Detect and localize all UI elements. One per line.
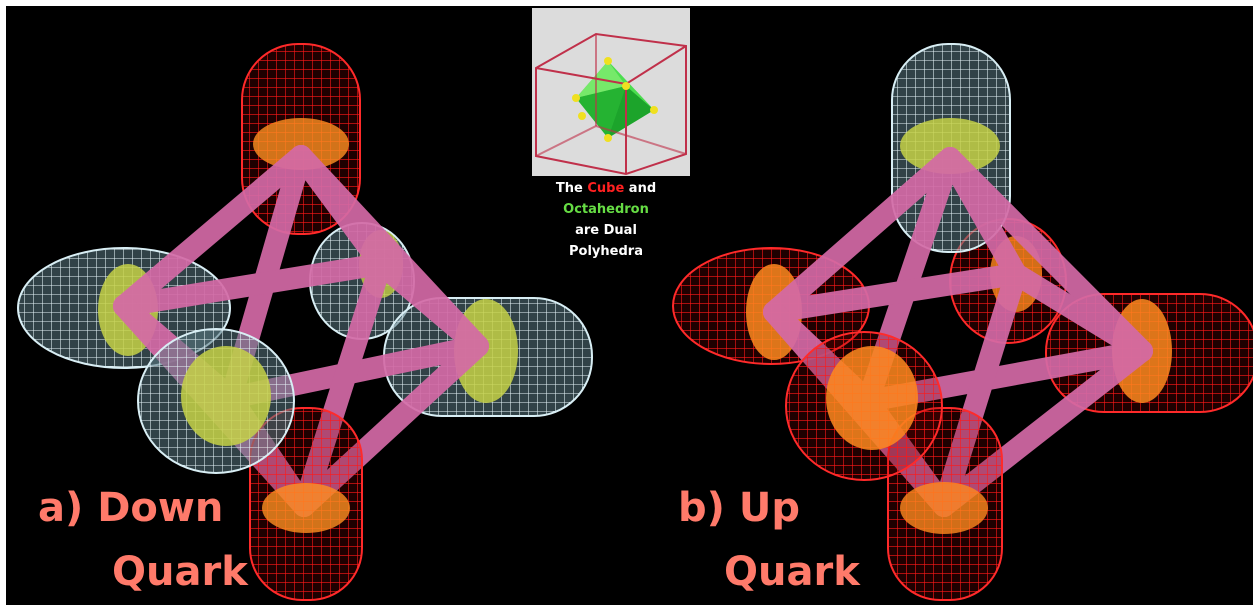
- caption-line-are-dual: are Dual: [575, 223, 637, 238]
- down-quark-model: [17, 43, 593, 601]
- red-lobe-bottom: [249, 407, 363, 601]
- caption-word-cube: Cube: [587, 181, 625, 196]
- up-quark-caption-line2: Quark: [724, 549, 860, 595]
- cube-shape: [535, 32, 687, 176]
- quark-diagram: [17, 8, 1253, 601]
- caption-line-polyhedra: Polyhedra: [569, 244, 643, 259]
- blue-lobe-front: [137, 328, 295, 474]
- up-quark-model: [672, 43, 1253, 601]
- up-quark-caption-line1: b) Up: [678, 485, 800, 531]
- dual-polyhedra-inset: [532, 8, 690, 176]
- caption-word-the: The: [555, 181, 583, 196]
- octahedron-vertices: [572, 57, 658, 142]
- figure-canvas: The Cube and Octahedron are Dual Polyhed…: [6, 6, 1253, 605]
- caption-word-octahedron: Octahedron: [563, 202, 649, 217]
- down-quark-caption-line2: Quark: [112, 549, 248, 595]
- inset-caption: The Cube and Octahedron are Dual Polyhed…: [526, 178, 686, 262]
- caption-word-and: and: [628, 181, 657, 196]
- red-lobe-front: [785, 331, 943, 481]
- down-quark-caption-line1: a) Down: [38, 485, 224, 531]
